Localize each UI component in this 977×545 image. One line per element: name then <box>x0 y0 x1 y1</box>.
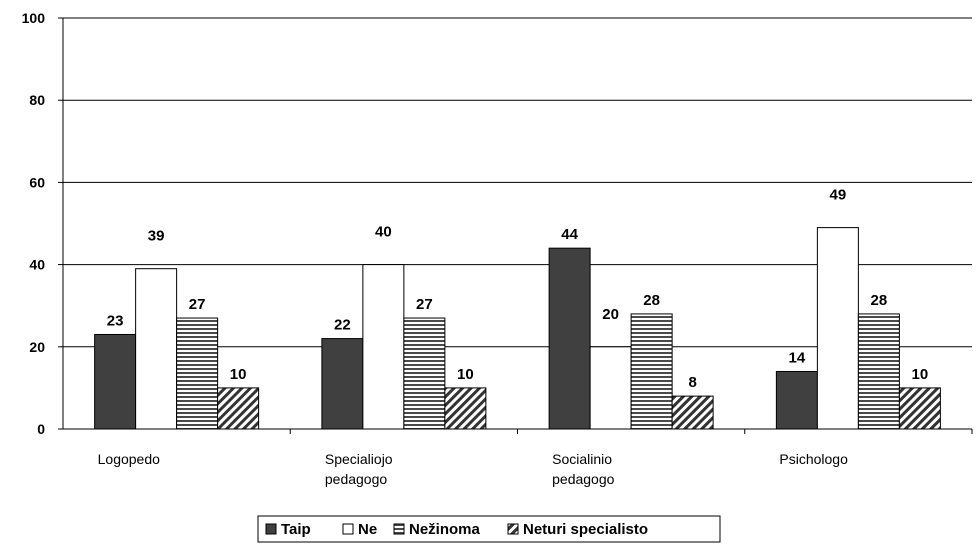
bar-ne <box>589 346 632 430</box>
category-label: Logopedo <box>98 451 161 467</box>
bars <box>94 227 941 430</box>
bar-ne-inoma <box>630 313 673 430</box>
bar-ne-inoma <box>857 313 900 430</box>
legend-label: Nežinoma <box>409 521 481 538</box>
bar-neturi-specialisto <box>898 387 941 430</box>
bar-ne-inoma <box>403 317 446 430</box>
legend-box <box>257 515 721 543</box>
bar-ne <box>135 268 178 430</box>
legend-label: Taip <box>281 521 311 538</box>
category-label: Specialiojo pedagogo <box>325 451 393 487</box>
bar-neturi-specialisto <box>671 395 714 430</box>
legend-swatch <box>265 523 277 535</box>
y-axis: 0 20 40 60 80 100 <box>22 10 64 437</box>
legend-label: Ne <box>358 521 377 538</box>
legend-swatch <box>393 523 405 535</box>
y-tick-label: 100 <box>22 10 46 26</box>
legend-swatch <box>342 523 354 535</box>
data-label: 23 <box>107 312 124 329</box>
legend: Taip Ne Nežinoma Neturi specialisto <box>257 515 721 543</box>
category-label: Socialinio pedagogo <box>552 451 615 487</box>
data-label: 10 <box>457 366 474 383</box>
category-label-line: pedagogo <box>552 471 615 487</box>
data-label: 22 <box>334 317 351 334</box>
legend-swatch <box>507 523 519 535</box>
category-label-line: Socialinio <box>552 451 612 467</box>
data-label: 49 <box>830 187 847 204</box>
data-label: 10 <box>912 366 929 383</box>
data-label: 40 <box>375 224 392 241</box>
y-tick-label: 40 <box>29 257 45 273</box>
bar-taip <box>548 247 591 430</box>
bar-neturi-specialisto <box>444 387 487 430</box>
y-tick-label: 60 <box>29 174 45 190</box>
bar-neturi-specialisto <box>217 387 260 430</box>
data-label: 39 <box>148 228 165 245</box>
x-axis: Logopedo Specialiojo pedagogo Socialinio ped… <box>63 428 973 487</box>
data-label: 14 <box>789 349 806 366</box>
category-label-line: Logopedo <box>98 451 161 467</box>
data-label: 28 <box>871 292 888 309</box>
data-label: 8 <box>688 374 696 391</box>
bar-taip <box>775 370 818 430</box>
y-tick-label: 0 <box>37 421 45 437</box>
y-tick-label: 20 <box>29 339 45 355</box>
data-label: 20 <box>602 306 619 323</box>
legend-label: Neturi specialisto <box>523 521 648 538</box>
bar-ne <box>816 227 859 430</box>
data-label: 10 <box>230 366 247 383</box>
data-label: 27 <box>189 296 206 313</box>
category-label-line: pedagogo <box>325 471 388 487</box>
data-label: 28 <box>643 292 660 309</box>
bar-ne <box>362 264 405 430</box>
y-tick-label: 80 <box>29 92 45 108</box>
bar-taip <box>94 333 137 430</box>
bar-taip <box>321 338 364 430</box>
data-labels: 23 39 27 10 22 40 27 10 44 20 28 8 14 49 28 10 <box>107 187 928 392</box>
bar-ne-inoma <box>176 317 219 430</box>
data-label: 44 <box>561 226 578 243</box>
category-label-line: Psichologo <box>779 451 848 467</box>
category-label-line: Specialiojo <box>325 451 393 467</box>
data-label: 27 <box>416 296 433 313</box>
category-label: Psichologo <box>779 451 848 467</box>
